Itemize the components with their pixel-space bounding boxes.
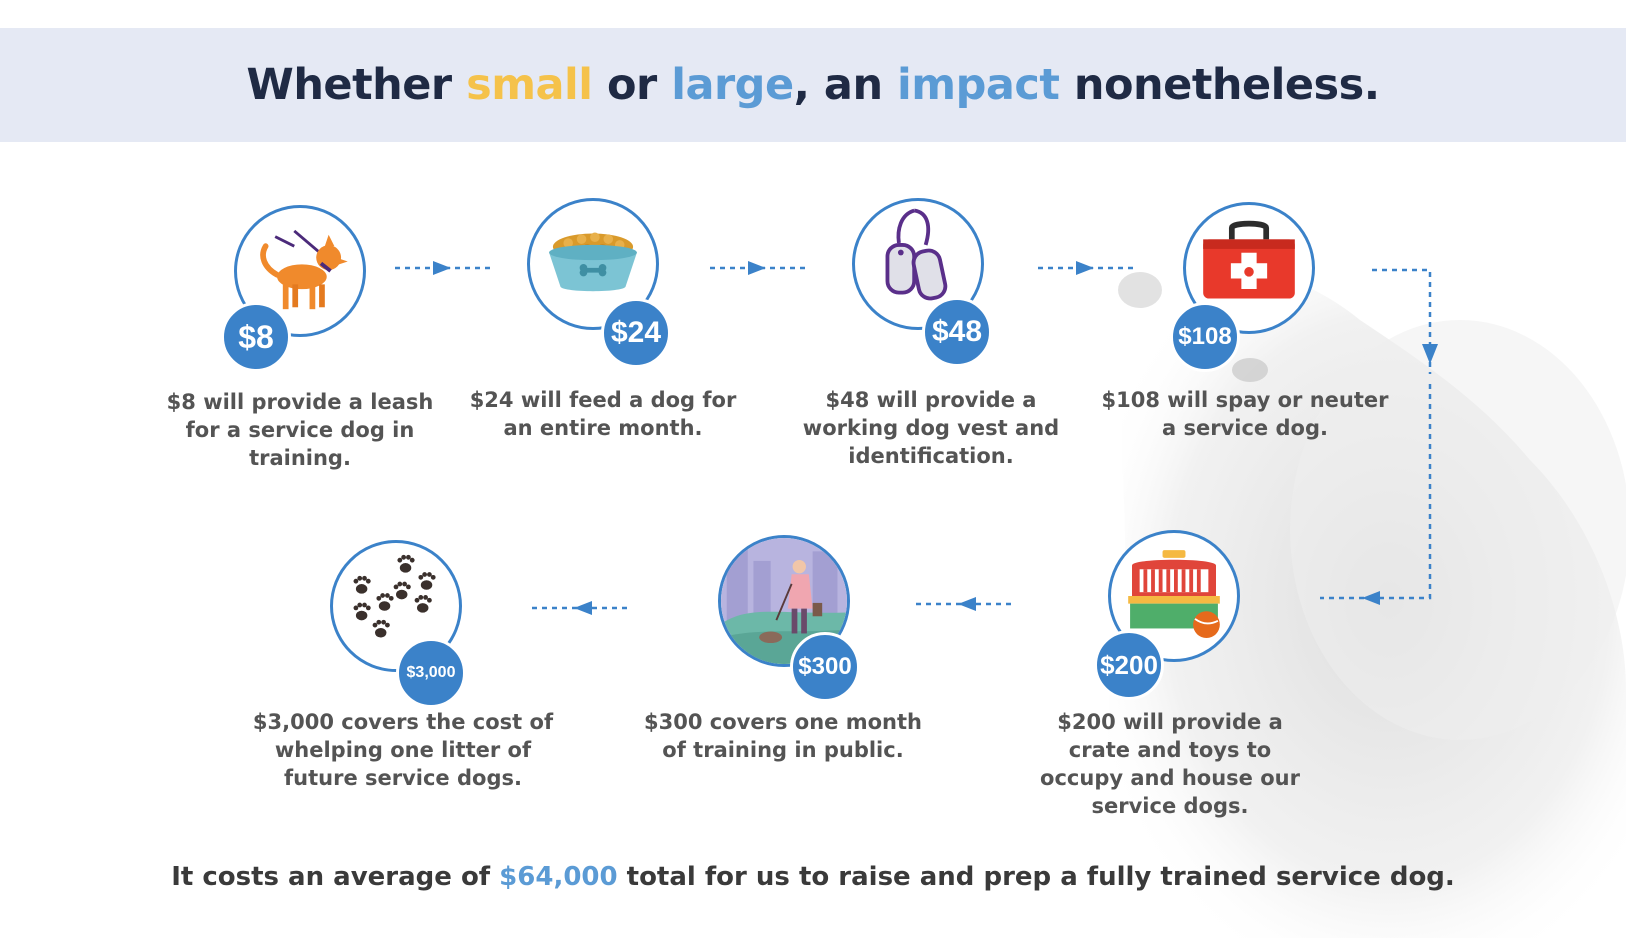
summary-before: It costs an average of	[171, 862, 500, 892]
headline-impact: impact	[897, 60, 1060, 110]
headline-part-1: Whether	[246, 60, 467, 110]
amount-badge: $200	[1094, 630, 1164, 700]
headline-part-2: or	[592, 60, 672, 110]
step-description: $48 will provide a working dog vest and …	[802, 388, 1060, 468]
headline-small: small	[466, 60, 593, 110]
summary-amount: $64,000	[499, 862, 618, 892]
flow-arrow-4	[1372, 268, 1438, 374]
paw-prints-icon	[330, 540, 462, 672]
amount-badge: $24	[601, 298, 671, 368]
step-description: $8 will provide a leash for a service do…	[166, 390, 434, 470]
food-bowl-icon	[527, 198, 659, 330]
step-description: $300 covers one month of training in pub…	[644, 710, 922, 762]
headline-large: large	[671, 60, 794, 110]
dog-leash-icon	[234, 205, 366, 337]
flow-arrow-2	[710, 261, 808, 275]
amount-badge: $48	[922, 297, 992, 367]
amount-badge: $108	[1170, 302, 1240, 372]
flow-arrow-7	[532, 601, 630, 615]
total-cost-summary: It costs an average of $64,000 total for…	[0, 862, 1626, 892]
headline-banner: Whether small or large, an impact noneth…	[0, 28, 1626, 142]
flow-arrow-5	[1320, 384, 1432, 605]
amount-badge: $300	[790, 632, 860, 702]
headline-part-4: nonetheless.	[1059, 60, 1380, 110]
step-description: $24 will feed a dog for an entire month.	[469, 388, 737, 440]
flow-arrow-6	[916, 597, 1014, 611]
headline: Whether small or large, an impact noneth…	[246, 60, 1380, 110]
headline-part-3: , an	[793, 60, 898, 110]
step-description: $108 will spay or neuter a service dog.	[1101, 388, 1389, 440]
flow-arrow-1	[395, 261, 493, 275]
step-description: $3,000 covers the cost of whelping one l…	[252, 710, 554, 790]
summary-after: total for us to raise and prep a fully t…	[617, 862, 1455, 892]
amount-badge: $8	[221, 302, 291, 372]
step-description: $200 will provide a crate and toys to oc…	[1040, 710, 1300, 818]
flow-arrow-3	[1038, 261, 1136, 275]
amount-badge: $3,000	[396, 638, 466, 708]
